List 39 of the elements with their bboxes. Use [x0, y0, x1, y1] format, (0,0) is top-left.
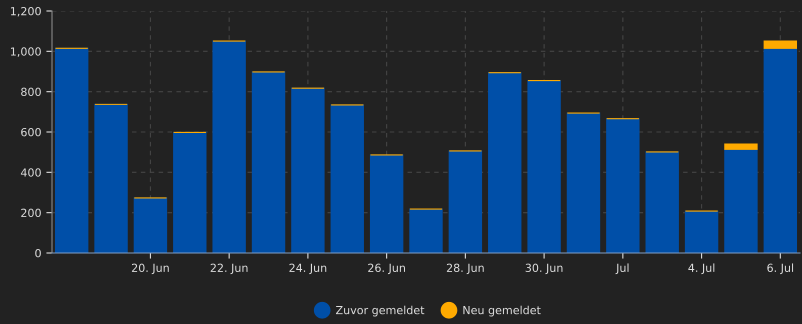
legend-label: Neu gemeldet	[463, 306, 541, 316]
legend-label: Zuvor gemeldet	[336, 306, 424, 316]
y-tick-label: 600	[21, 128, 41, 136]
x-tick-label: Jul	[616, 263, 629, 274]
x-tick-label: 22. Jun	[210, 264, 248, 274]
bar	[606, 118, 640, 253]
bar	[724, 144, 758, 150]
bar	[370, 154, 404, 253]
y-tick-label: 0	[35, 248, 41, 258]
bar	[527, 80, 561, 253]
x-tick-label: 20. Jun	[132, 264, 169, 274]
bar	[646, 151, 679, 253]
bar	[330, 104, 364, 253]
bar	[684, 210, 718, 253]
x-tick-label: 26. Jun	[368, 264, 405, 274]
x-tick-label: 28. Jun	[446, 264, 484, 274]
bar	[764, 40, 798, 49]
bar	[409, 208, 443, 253]
x-tick-label: 4. Jul	[688, 263, 714, 274]
bar	[252, 71, 286, 253]
y-tick-label: 400	[20, 168, 41, 177]
bar	[291, 88, 325, 253]
bar	[488, 72, 522, 253]
x-tick-label: 6. Jul	[767, 263, 794, 274]
bar	[566, 112, 600, 253]
bar	[94, 104, 128, 253]
bar	[724, 148, 758, 253]
x-tick-label: 24. Jun	[289, 264, 326, 274]
y-tick-label: 800	[21, 88, 41, 96]
bar	[173, 132, 206, 253]
y-tick-label: 200	[21, 208, 41, 218]
bar	[134, 197, 168, 253]
y-tick-label: 1,000	[10, 47, 41, 57]
bar	[212, 40, 246, 253]
bar	[448, 150, 482, 253]
bar	[54, 48, 88, 253]
y-tick-label: 1,200	[10, 6, 41, 17]
bar	[764, 48, 798, 253]
x-tick-label: 30. Jun	[526, 264, 562, 274]
